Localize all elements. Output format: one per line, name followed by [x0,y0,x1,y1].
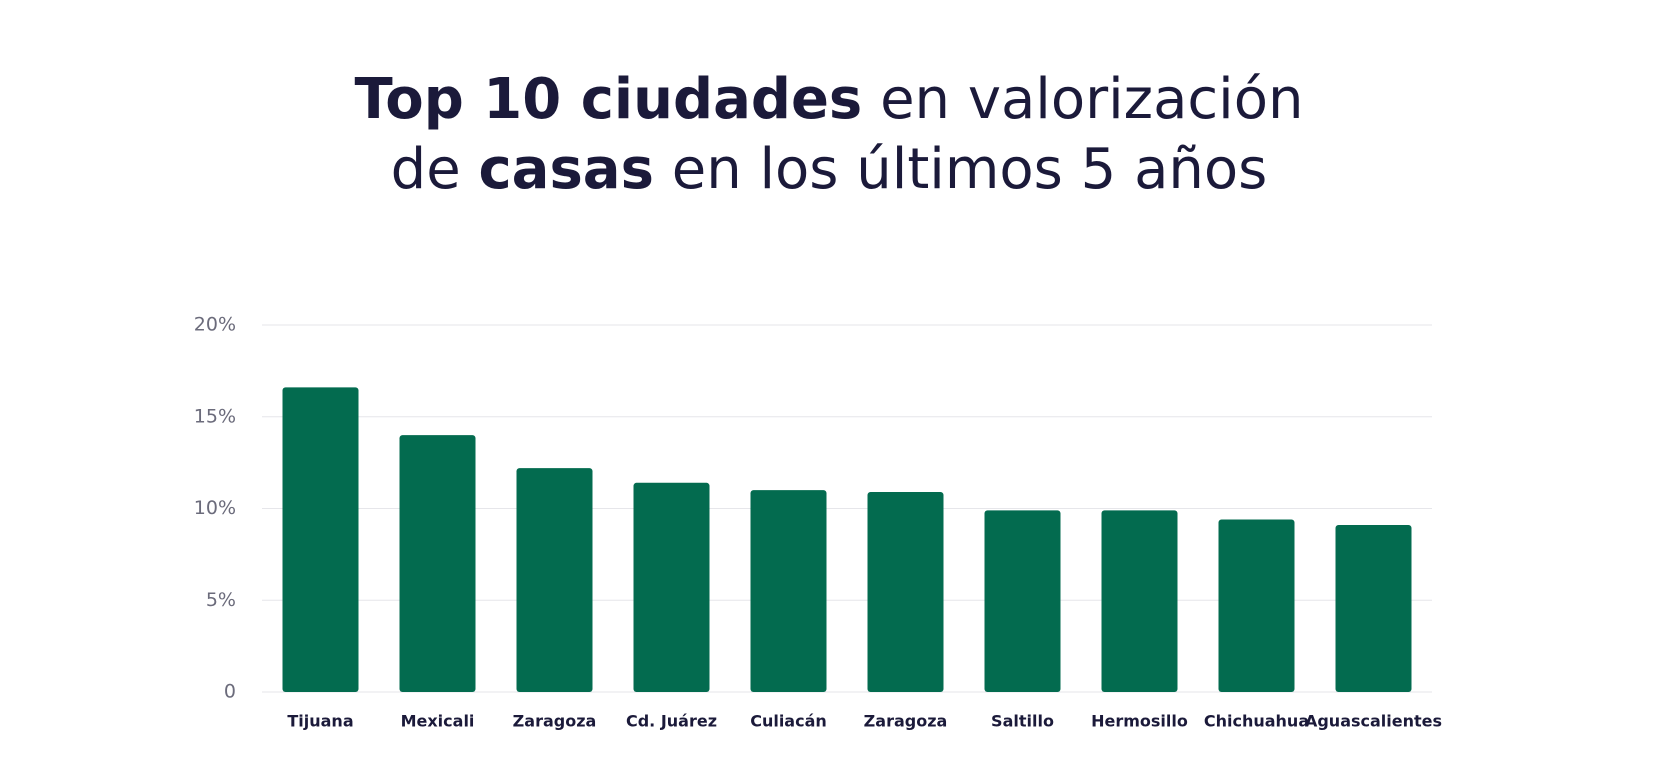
title-segment: en los últimos 5 años [672,137,1268,202]
y-tick-label: 10% [194,497,236,519]
y-tick-label: 5% [206,589,236,611]
bar [1218,519,1295,692]
bar [516,468,593,692]
x-tick-label: Cd. Juárez [626,712,717,731]
bar [867,491,944,692]
y-tick-label: 0 [224,681,236,703]
bar [633,482,710,692]
x-tick-label: Saltillo [991,712,1054,731]
title-segment: en valorización [880,67,1303,132]
y-tick-label: 20% [194,314,236,336]
y-tick-label: 15% [194,405,236,427]
chart-title-line: Top 10 ciudades en valorización [354,67,1303,132]
chart-title-line: de casas en los últimos 5 años [391,137,1268,202]
bar [750,490,827,692]
bar [1335,525,1412,692]
x-tick-label: Tijuana [287,712,353,731]
x-tick-label: Zaragoza [513,712,597,731]
title-segment: de [391,137,461,202]
x-tick-label: Hermosillo [1091,712,1188,731]
x-tick-label: Mexicali [401,712,475,731]
bar [399,435,476,692]
title-segment: Top 10 ciudades [354,67,862,132]
bar [1101,510,1178,692]
title-segment: casas [478,137,653,202]
x-tick-label: Aguascalientes [1305,712,1442,731]
bar [984,510,1061,692]
bar [282,387,359,692]
x-tick-label: Zaragoza [864,712,948,731]
x-tick-label: Culiacán [750,712,827,731]
x-tick-label: Chichuahua [1204,712,1309,731]
